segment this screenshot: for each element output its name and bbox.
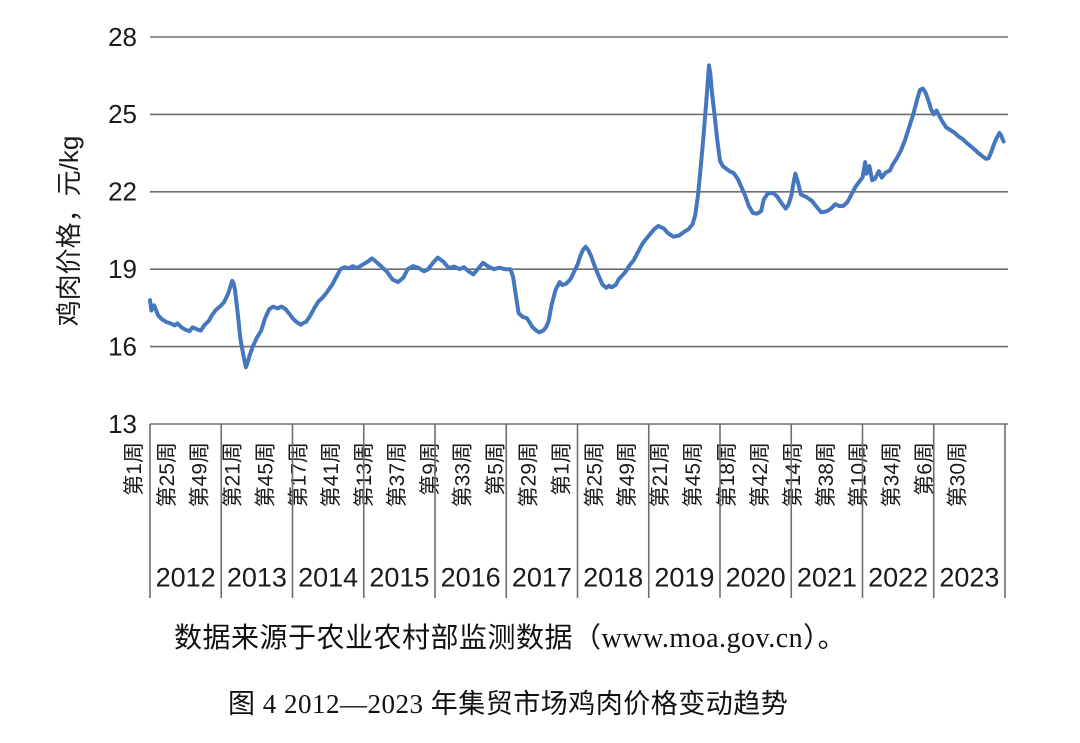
gridlines [150,36,1008,425]
week-tick-label: 第9周 [419,442,442,496]
week-tick-label: 第29周 [518,442,541,507]
week-tick-label: 第18周 [716,442,739,507]
week-tick-label: 第30周 [946,442,969,507]
data-source-note: 数据来源于农业农村部监测数据（www.moa.gov.cn）。 [174,623,847,654]
week-tick-label: 第49周 [189,442,212,507]
week-tick-label: 第6周 [914,442,937,496]
y-tick-label-13: 13 [108,409,137,439]
week-tick-label: 第10周 [848,442,871,507]
week-tick-label: 第49周 [616,442,639,507]
x-axis-year-table: 2012 2013 2014 2015 2016 2017 2018 2019 2020 2021… [149,424,1006,598]
year-label-2014: 2014 [298,562,358,592]
week-tick-label: 第45周 [254,442,277,507]
week-tick-label: 第1周 [123,442,146,496]
year-label-2021: 2021 [797,562,857,592]
year-label-2020: 2020 [726,562,786,592]
week-tick-label: 第5周 [485,442,508,496]
week-tick-label: 第1周 [550,442,573,496]
week-tick-label: 第33周 [452,442,475,507]
year-label-2023: 2023 [939,562,999,592]
x-axis-week-labels: 第1周 第25周 第49周 第21周 第45周 第17周 第41周 第13周 第37周 第9周 第3… [123,442,969,507]
week-tick-label: 第37周 [386,442,409,507]
week-tick-label: 第13周 [353,442,376,507]
y-axis-title: 鸡肉价格，元/kg [54,136,84,327]
week-tick-label: 第41周 [320,442,343,507]
week-tick-label: 第38周 [815,442,838,507]
y-tick-label-16: 16 [108,331,137,361]
year-label-2013: 2013 [227,562,287,592]
year-label-2016: 2016 [441,562,501,592]
price-line-series [148,63,1006,370]
week-tick-label: 第45周 [682,442,705,507]
year-label-2017: 2017 [512,562,572,592]
week-tick-label: 第21周 [649,442,672,507]
year-label-2015: 2015 [369,562,429,592]
figure-caption-title: 图 4 2012—2023 年集贸市场鸡肉价格变动趋势 [228,689,789,719]
year-label-2022: 2022 [868,562,928,592]
y-tick-label-19: 19 [108,254,137,284]
week-tick-label: 第34周 [881,442,904,507]
year-label-2018: 2018 [583,562,643,592]
y-tick-label-28: 28 [108,22,137,52]
y-axis-tick-labels: 28 25 22 19 16 13 [108,22,137,439]
week-tick-label: 第42周 [749,442,772,507]
week-tick-label: 第25周 [583,442,606,507]
year-label-2012: 2012 [156,562,216,592]
year-label-2019: 2019 [654,562,714,592]
week-tick-label: 第14周 [782,442,805,507]
y-tick-label-25: 25 [108,99,137,129]
week-tick-label: 第21周 [222,442,245,507]
week-tick-label: 第17周 [287,442,310,507]
y-tick-label-22: 22 [108,177,137,207]
week-tick-label: 第25周 [156,442,179,507]
